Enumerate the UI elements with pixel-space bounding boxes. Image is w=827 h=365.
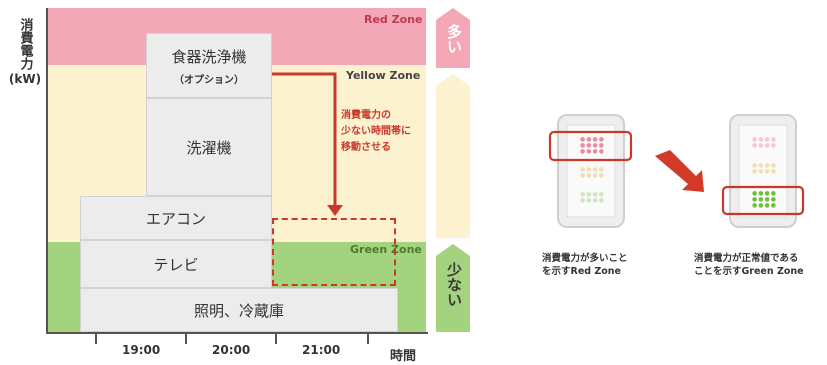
dishwasher-option-label: （オプション）	[174, 74, 244, 86]
aircon-block: エアコン	[80, 196, 272, 240]
y-axis-label: 消費電力 (kW)	[6, 18, 44, 86]
y-axis-label-unit: (kW)	[8, 72, 42, 86]
left-device-caption: 消費電力が多いこと を示すRed Zone	[542, 252, 628, 278]
shift-target-box	[272, 218, 396, 286]
right-device-dots-green: ●●●● ●●●● ●●●●	[752, 190, 777, 209]
washer-block: 洗濯機	[146, 98, 272, 196]
x-axis	[46, 332, 428, 334]
red-zone-label: Red Zone	[364, 13, 423, 26]
tick-label-1900: 19:00	[122, 343, 161, 357]
y-axis-label-main: 消費電力	[17, 18, 33, 70]
device-illustration: ●●●● ●●●● ●●●● ●●●● ●●●● ●●●● ●●●● ●●●● …	[520, 100, 827, 300]
right-caption-line-2: ことを示すGreen Zone	[694, 266, 804, 277]
tick-label-2100: 21:00	[302, 343, 341, 357]
left-caption-line-2: を示すRed Zone	[542, 266, 621, 277]
yellow-zone-label: Yellow Zone	[346, 69, 421, 82]
side-scale-bottom-label: 少ない	[445, 262, 463, 307]
side-scale-top-label: 多い	[445, 24, 463, 54]
shift-annotation: 消費電力の 少ない時間帯に 移動させる	[341, 108, 411, 156]
tick-mark	[275, 334, 277, 344]
tick-mark	[95, 334, 97, 344]
left-device-dots-green: ●●●● ●●●●	[580, 191, 605, 204]
lighting-fridge-block: 照明、冷蔵庫	[80, 288, 398, 332]
left-device-dots-yellow: ●●●● ●●●●	[580, 166, 605, 179]
right-device-dots-red: ●●●● ●●●●	[752, 136, 777, 149]
tick-mark	[367, 334, 369, 344]
dishwasher-block: 食器洗浄機 （オプション）	[146, 33, 272, 98]
dishwasher-label: 食器洗浄機	[171, 47, 247, 66]
device-graphics	[548, 114, 805, 228]
annotation-line-2: 少ない時間帯に	[341, 126, 411, 137]
annotation-line-1: 消費電力の	[341, 110, 391, 121]
annotation-line-3: 移動させる	[341, 142, 391, 153]
side-scale	[436, 8, 470, 332]
consumption-diagram: Red Zone Yellow Zone Green Zone 食器洗浄機 （オ…	[6, 8, 470, 364]
tv-block: テレビ	[80, 240, 272, 288]
left-device-dots-red: ●●●● ●●●● ●●●●	[580, 136, 605, 155]
right-device-dots-yellow: ●●●● ●●●●	[752, 162, 777, 175]
y-axis	[46, 8, 48, 334]
x-axis-label: 時間	[390, 349, 417, 364]
green-zone-label: Green Zone	[350, 243, 422, 256]
tick-mark	[185, 334, 187, 344]
left-caption-line-1: 消費電力が多いこと	[542, 253, 628, 264]
shift-arrow	[272, 72, 343, 216]
right-caption-line-1: 消費電力が正常値である	[694, 253, 799, 264]
tick-label-2000: 20:00	[212, 343, 251, 357]
right-device-caption: 消費電力が正常値である ことを示すGreen Zone	[694, 252, 804, 278]
